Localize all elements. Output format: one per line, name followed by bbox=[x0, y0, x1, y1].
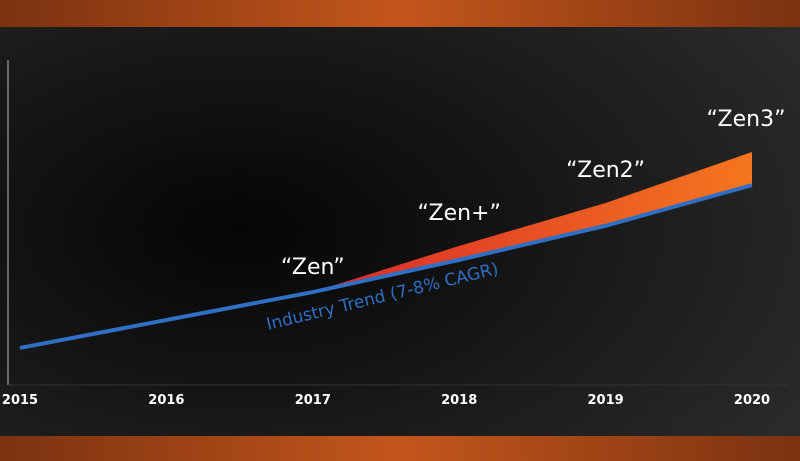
x-tick-label: 2019 bbox=[588, 393, 624, 408]
series-line bbox=[19, 183, 753, 350]
x-tick-label: 2020 bbox=[734, 393, 770, 408]
x-tick-label: 2018 bbox=[441, 393, 477, 408]
x-tick-label: 2017 bbox=[295, 393, 331, 408]
x-tick-label: 2016 bbox=[148, 393, 184, 408]
top-band bbox=[0, 0, 800, 27]
annotation: “Zen” bbox=[281, 255, 345, 280]
x-tick-label: 2015 bbox=[2, 393, 38, 408]
bottom-band bbox=[0, 436, 800, 461]
annotation: “Zen3” bbox=[707, 107, 786, 132]
annotation: “Zen2” bbox=[566, 158, 645, 183]
annotation: “Zen+” bbox=[417, 201, 500, 226]
